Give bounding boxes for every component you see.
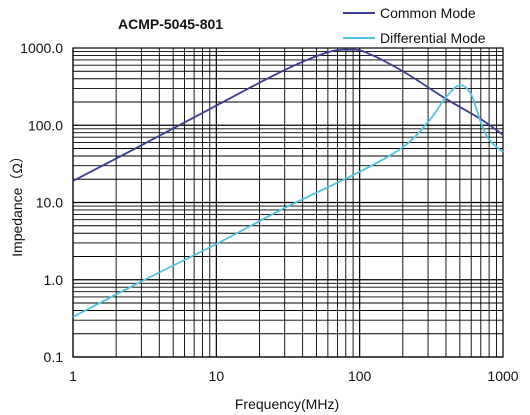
legend-label-differential-mode: Differential Mode xyxy=(380,30,486,46)
y-tick-label: 100.0 xyxy=(28,117,63,133)
y-tick-label: 0.1 xyxy=(44,349,64,365)
y-tick-label: 1000.0 xyxy=(20,40,63,56)
series-layer xyxy=(72,48,504,318)
plot-grid xyxy=(72,48,503,358)
y-axis-label: Impedance（Ω） xyxy=(9,149,25,257)
x-tick-label: 1 xyxy=(69,368,77,384)
y-tick-label: 10.0 xyxy=(36,195,63,211)
legend: Common Mode Differential Mode xyxy=(343,5,486,46)
y-tick-label: 1.0 xyxy=(44,272,64,288)
x-tick-label: 100 xyxy=(348,368,372,384)
x-tick-label: 10 xyxy=(209,368,225,384)
plot-frame xyxy=(72,47,504,358)
legend-label-common-mode: Common Mode xyxy=(380,5,476,21)
series-line-common-mode xyxy=(72,48,504,182)
tick-labels: 1 10 100 1000 0.1 1.0 10.0 100.0 1000.0 xyxy=(20,40,519,384)
x-tick-label: 1000 xyxy=(487,368,518,384)
series-line-differential-mode xyxy=(72,84,504,318)
x-axis-label: Frequency(MHz) xyxy=(235,396,339,412)
chart-title: ACMP-5045-801 xyxy=(118,16,223,32)
